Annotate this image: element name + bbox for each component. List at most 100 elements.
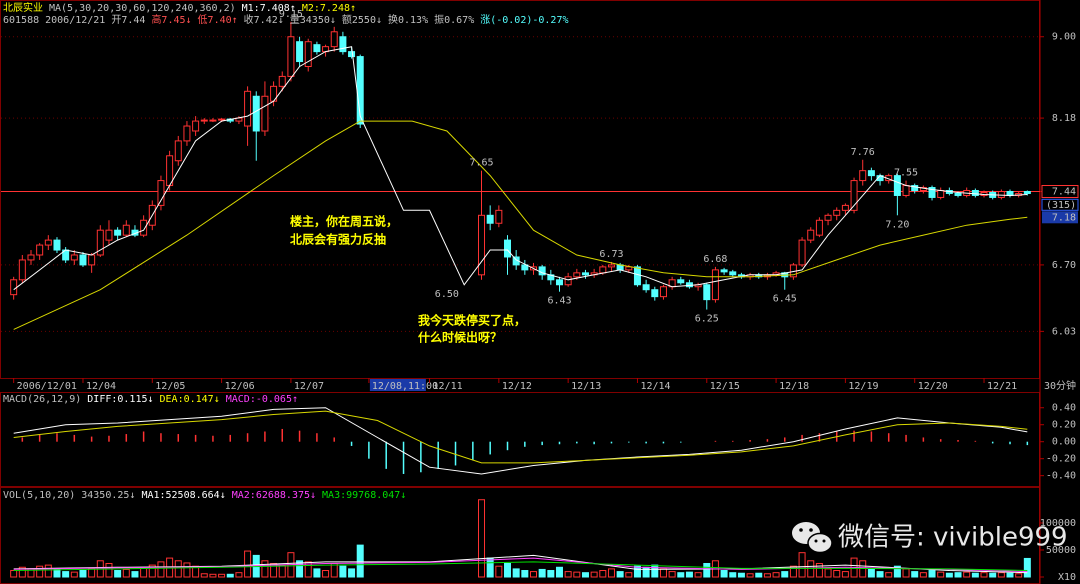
volume-bar — [642, 566, 650, 578]
x-tick-label: 2006/12/01 — [17, 381, 77, 392]
header-item: MA3:99768.047↓ — [322, 490, 406, 501]
last-price-label: 7.44 — [1052, 187, 1076, 198]
volume-bar — [1023, 557, 1031, 578]
volume-average — [13, 557, 1028, 573]
volume-bar — [296, 560, 304, 578]
volume-bar — [651, 564, 659, 578]
panel-header: 北辰实业 MA(5,30,20,30,60,120,240,360,2) M1:7.… — [3, 1, 356, 14]
volume-bar — [980, 572, 988, 578]
candle-body — [651, 289, 659, 298]
candle-body — [599, 266, 607, 274]
volume-bar — [18, 566, 26, 578]
candle-body — [88, 254, 96, 266]
candle-body — [954, 192, 962, 196]
y-tick-label: 8.18 — [1052, 113, 1076, 124]
volume-bar — [833, 570, 841, 578]
candle-body — [607, 264, 615, 268]
volume-bar — [737, 572, 745, 578]
candle-body — [859, 170, 867, 182]
volume-bar — [270, 562, 278, 578]
volume-bar — [729, 572, 737, 578]
header-item: M2:7.248↑ — [302, 3, 356, 14]
panel-header: MACD(26,12,9) DIFF:0.115↓ DEA:0.147↓ MACD:-… — [3, 394, 298, 405]
volume-bar — [140, 567, 148, 578]
header-item: 换0.13% — [388, 13, 428, 26]
volume-bar — [529, 571, 537, 578]
wechat-icon — [792, 522, 833, 554]
candle-body — [122, 224, 130, 236]
candle-body — [244, 90, 252, 127]
volume-bar — [703, 562, 711, 578]
volume-bar — [954, 572, 962, 578]
volume-bar — [685, 571, 693, 578]
volume-bar — [53, 568, 61, 578]
volume-bar — [997, 572, 1005, 578]
header-item: M1:7.408↑ — [242, 3, 296, 14]
volume-bar — [218, 573, 226, 578]
header-item: 量34350↓ — [290, 14, 336, 26]
volume-bar — [573, 571, 581, 578]
volume-bar — [547, 570, 555, 578]
header-item: 涨(-0.02)-0.27% — [480, 14, 568, 26]
header-item: 2006/12/21 — [45, 15, 105, 26]
volume-bar — [911, 571, 919, 578]
volume-bar — [495, 565, 503, 578]
x-tick-label: 12/12 — [502, 381, 532, 392]
x-tick-label: 12/11 — [433, 381, 463, 392]
volume-bar — [590, 571, 598, 578]
macd-panel — [0, 392, 1040, 487]
volume-bar — [1006, 572, 1014, 578]
extreme-label: 7.76 — [851, 147, 875, 158]
header-item: 低7.40↑ — [198, 13, 238, 26]
candle-body — [504, 239, 512, 258]
volume-bar — [945, 572, 953, 578]
candle-body — [798, 239, 806, 266]
volume-bar — [668, 571, 676, 578]
volume-bar — [174, 560, 182, 578]
volume-bar — [183, 562, 191, 578]
header-item: 额2550↓ — [342, 13, 382, 26]
x-tick-label: 12/14 — [640, 381, 670, 392]
panel-header: 601588 2006/12/21 开7.44 高7.45↓ 低7.40↑ 收7.42↓ 量… — [3, 13, 569, 26]
candle-body — [928, 187, 936, 198]
header-item: 振0.67% — [434, 13, 474, 26]
extreme-label: 6.73 — [599, 249, 623, 260]
ma-last-box — [1042, 211, 1078, 224]
volume-bar — [348, 568, 356, 578]
y-tick-label: 9.00 — [1052, 32, 1076, 43]
volume-bar — [971, 572, 979, 578]
candle-body — [720, 269, 728, 273]
candle-body — [573, 272, 581, 278]
extreme-label: 7.65 — [469, 158, 493, 169]
header-item: MA1:52508.664↓ — [141, 490, 225, 501]
y-tick-label: 0.00 — [1052, 437, 1076, 448]
candle-body — [659, 286, 667, 298]
volume-bar — [88, 568, 96, 578]
comment: 我今天跌停买了点， — [418, 313, 526, 328]
candle-body — [902, 185, 910, 196]
x-tick-label: 12/07 — [294, 381, 324, 392]
last-price-box — [1041, 185, 1079, 198]
header-item: MA2:62688.375↓ — [232, 490, 316, 501]
volume-bar — [322, 570, 330, 578]
volume-bar — [781, 571, 789, 578]
volume-bar — [504, 562, 512, 578]
header-item: 收7.42↓ — [244, 13, 284, 26]
volume-bar — [746, 573, 754, 578]
header-item: DEA:0.147↓ — [160, 394, 220, 405]
candle-body — [937, 190, 945, 198]
candle-body — [36, 244, 44, 256]
volume-bar — [789, 565, 797, 578]
volume-bar — [512, 568, 520, 578]
x-tick-label: 12/13 — [571, 381, 601, 392]
candle-body — [729, 271, 737, 276]
volume-average — [13, 561, 1028, 571]
candle-body — [27, 254, 35, 261]
candle-body — [521, 264, 529, 271]
candle-body — [304, 41, 312, 68]
volume-bar — [122, 568, 130, 578]
candle-body — [174, 140, 182, 162]
volume-bar — [677, 572, 685, 578]
volume-bar — [235, 572, 243, 578]
ma-last-label: 7.18 — [1052, 212, 1076, 223]
